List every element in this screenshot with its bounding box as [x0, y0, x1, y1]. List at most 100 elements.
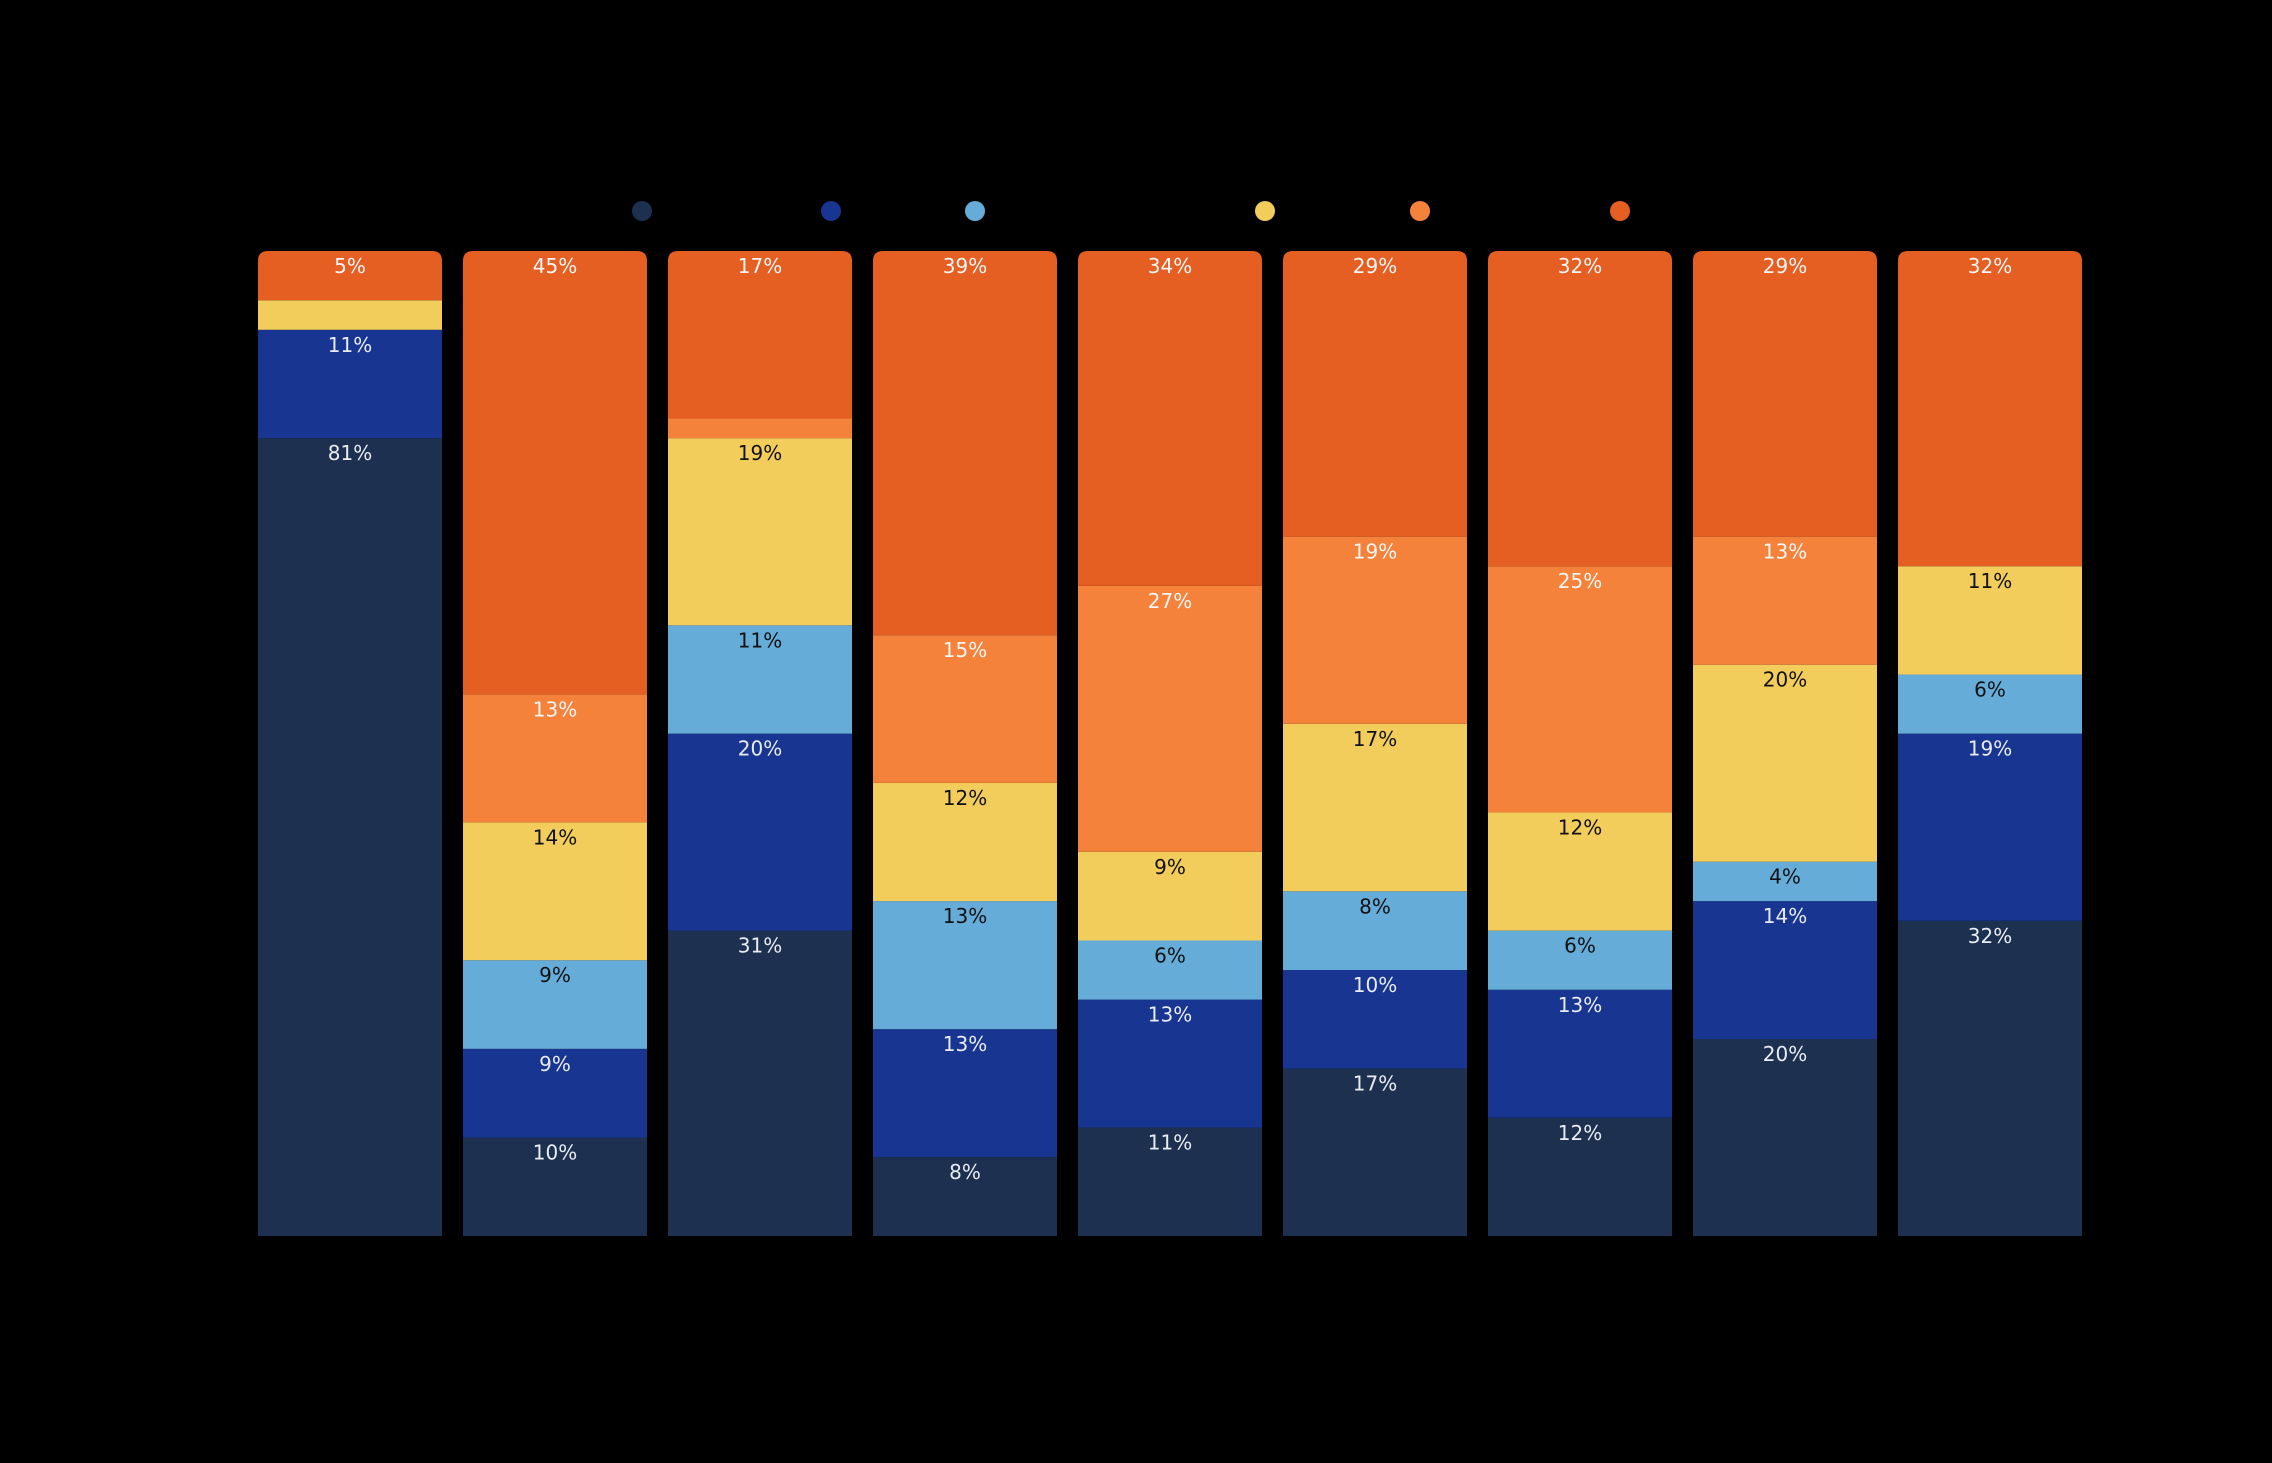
bar-segment-5-5: [1078, 585, 1262, 852]
data-label-3-1: 31%: [738, 934, 782, 958]
bar-segment-6-2: [1283, 970, 1467, 1069]
bar-column-9-labels: 32% 19% 6% 11% 32%: [1968, 254, 2012, 948]
data-label-1-6: 5%: [334, 254, 366, 278]
data-label-6-5: 19%: [1353, 540, 1397, 564]
data-label-6-2: 10%: [1353, 973, 1397, 997]
bar-segment-1-6: [258, 251, 442, 301]
data-label-7-1: 12%: [1558, 1121, 1602, 1145]
data-label-2-1: 10%: [533, 1141, 577, 1165]
data-label-4-3: 13%: [943, 904, 987, 928]
bar-segment-1-2: [258, 329, 442, 439]
bar-column-3-labels: 31% 20% 11% 19% 17%: [738, 254, 782, 958]
bar-column-7: [1488, 251, 1672, 1236]
bar-segment-8-6: [1693, 251, 1877, 537]
bar-segment-9-6: [1898, 251, 2082, 567]
data-label-5-6: 34%: [1148, 254, 1192, 278]
data-label-5-5: 27%: [1148, 589, 1192, 613]
bar-column-6: [1283, 251, 1467, 1236]
bar-segment-8-1: [1693, 1039, 1877, 1236]
legend-marker-4: [1255, 201, 1275, 221]
legend-marker-6: [1610, 201, 1630, 221]
bar-segment-7-1: [1488, 1117, 1672, 1236]
bar-segment-2-3: [463, 960, 647, 1049]
data-label-8-3: 4%: [1769, 865, 1801, 889]
data-label-6-4: 17%: [1353, 727, 1397, 751]
bar-column-6-labels: 17% 10% 8% 17% 19% 29%: [1353, 254, 1397, 1096]
bar-segment-7-2: [1488, 989, 1672, 1118]
bar-segment-1-4: [258, 300, 442, 330]
bar-segment-2-4: [463, 822, 647, 961]
data-label-2-2: 9%: [539, 1052, 571, 1076]
bar-segment-7-6: [1488, 251, 1672, 567]
data-label-8-5: 13%: [1763, 540, 1807, 564]
legend: [632, 201, 1630, 221]
bar-column-4-labels: 8% 13% 13% 12% 15% 39%: [943, 254, 987, 1184]
data-label-4-6: 39%: [943, 254, 987, 278]
data-label-4-2: 13%: [943, 1032, 987, 1056]
data-label-1-2: 11%: [328, 333, 372, 357]
legend-marker-5: [1410, 201, 1430, 221]
bar-column-8-labels: 20% 14% 4% 20% 13% 29%: [1763, 254, 1807, 1066]
bar-segment-3-4: [668, 438, 852, 626]
bar-segment-3-6: [668, 251, 852, 419]
bar-segment-1-1: [258, 438, 442, 1236]
data-label-9-6: 32%: [1968, 254, 2012, 278]
bar-segment-5-6: [1078, 251, 1262, 586]
data-label-6-1: 17%: [1353, 1072, 1397, 1096]
data-label-7-5: 25%: [1558, 569, 1602, 593]
bar-segment-7-3: [1488, 930, 1672, 990]
data-label-7-3: 6%: [1564, 934, 1596, 958]
bar-column-3: [668, 251, 852, 1236]
bar-segment-6-1: [1283, 1068, 1467, 1236]
data-label-8-6: 29%: [1763, 254, 1807, 278]
bar-segment-4-1: [873, 1157, 1057, 1236]
data-label-5-2: 13%: [1148, 1003, 1192, 1027]
data-label-3-4: 19%: [738, 441, 782, 465]
data-label-2-5: 13%: [533, 697, 577, 721]
data-label-7-2: 13%: [1558, 993, 1602, 1017]
data-label-3-3: 11%: [738, 628, 782, 652]
bar-column-5: [1078, 251, 1262, 1236]
legend-marker-1: [632, 201, 652, 221]
bar-segment-3-3: [668, 625, 852, 734]
bar-segment-8-3: [1693, 861, 1877, 902]
bar-column-8: [1693, 251, 1877, 1236]
bar-segment-4-5: [873, 635, 1057, 783]
bar-segment-6-5: [1283, 536, 1467, 724]
bar-segment-5-2: [1078, 999, 1262, 1128]
bar-segment-9-3: [1898, 674, 2082, 734]
bar-column-4: [873, 251, 1057, 1236]
data-label-8-1: 20%: [1763, 1042, 1807, 1066]
bar-segment-4-3: [873, 901, 1057, 1030]
data-label-2-4: 14%: [533, 825, 577, 849]
bar-segment-9-4: [1898, 566, 2082, 675]
bar-segment-9-1: [1898, 920, 2082, 1236]
bar-column-1: [258, 251, 442, 1236]
bar-segment-5-1: [1078, 1127, 1262, 1236]
data-label-2-6: 45%: [533, 254, 577, 278]
bar-column-9: [1898, 251, 2082, 1236]
data-label-6-3: 8%: [1359, 894, 1391, 918]
bar-segment-9-2: [1898, 733, 2082, 921]
bar-segment-4-6: [873, 251, 1057, 636]
bar-segment-7-4: [1488, 812, 1672, 931]
data-label-9-4: 11%: [1968, 569, 2012, 593]
data-label-9-1: 32%: [1968, 924, 2012, 948]
bar-segment-4-4: [873, 782, 1057, 902]
bar-segment-7-5: [1488, 566, 1672, 813]
legend-marker-3: [965, 201, 985, 221]
plot-area: 81% 11% 5% 10% 9% 9% 14% 13% 45% 31% 20% 11% 19% 17% 8…: [258, 251, 2082, 1236]
data-label-8-2: 14%: [1763, 904, 1807, 928]
bar-segment-4-2: [873, 1029, 1057, 1158]
data-label-4-5: 15%: [943, 638, 987, 662]
bar-segment-3-5: [668, 418, 852, 439]
bar-column-2: [463, 251, 647, 1236]
data-label-7-4: 12%: [1558, 815, 1602, 839]
data-label-5-1: 11%: [1148, 1131, 1192, 1155]
bar-segment-8-2: [1693, 901, 1877, 1039]
bar-segment-2-1: [463, 1137, 647, 1236]
bar-segment-8-4: [1693, 664, 1877, 862]
data-label-8-4: 20%: [1763, 668, 1807, 692]
bar-column-2-labels: 10% 9% 9% 14% 13% 45%: [533, 254, 577, 1165]
